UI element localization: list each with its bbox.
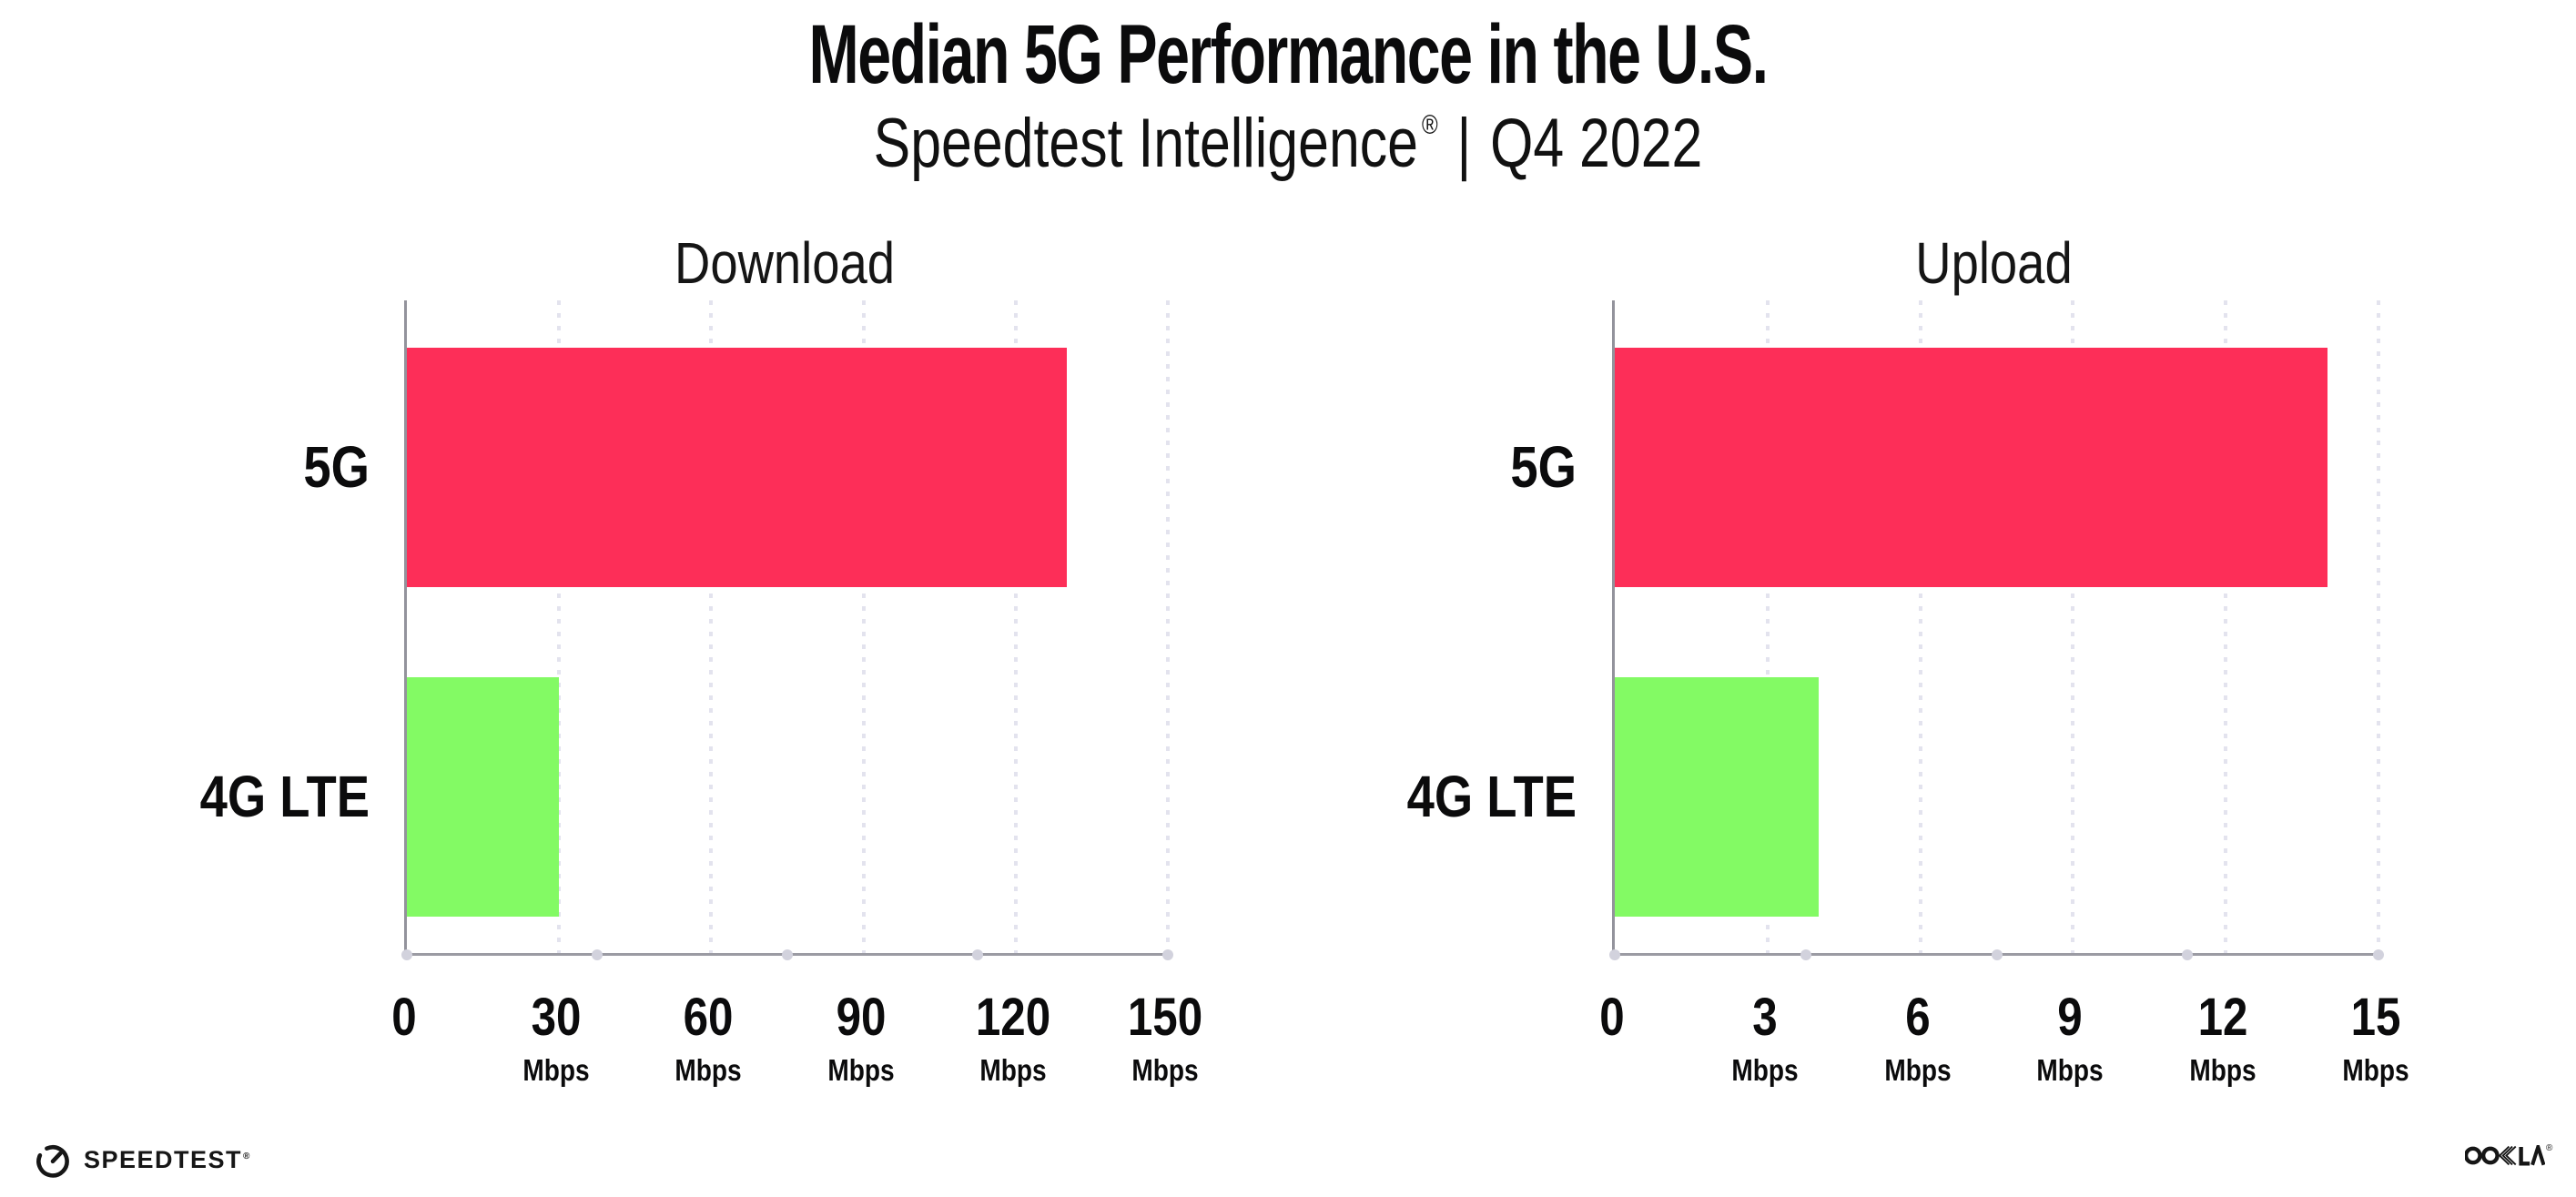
gridline	[1918, 300, 1922, 953]
x-tick: 60 Mbps	[669, 989, 747, 1089]
x-tick: 0	[1597, 989, 1627, 1047]
category-label-4g-lte: 4G LTE	[199, 764, 370, 829]
x-tick: 12 Mbps	[2184, 989, 2262, 1089]
x-tick: 9 Mbps	[2031, 989, 2109, 1089]
page-title: Median 5G Performance in the U.S.	[808, 8, 1769, 101]
x-tick-value: 12	[2197, 988, 2248, 1047]
registered-mark: ®	[243, 1151, 251, 1161]
category-label-5g: 5G	[303, 434, 370, 500]
x-tick: 150 Mbps	[1121, 989, 1210, 1089]
x-tick-unit: Mbps	[522, 1053, 590, 1087]
bar-5g	[1615, 348, 2328, 587]
axis-quarter-dot	[1162, 949, 1173, 960]
gridline	[2071, 300, 2075, 953]
x-tick-unit: Mbps	[2189, 1053, 2257, 1087]
x-tick-unit: Mbps	[674, 1053, 743, 1087]
page-subtitle: Speedtest Intelligence ® | Q4 2022	[258, 102, 2318, 200]
subtitle-period: Q4 2022	[1490, 105, 1703, 182]
x-tick: 0	[390, 989, 419, 1047]
speedtest-wordmark: SPEEDTEST®	[84, 1146, 251, 1174]
x-axis-upload: 0 3 Mbps 6 Mbps 9 Mbps 12 Mbps 15 Mbps	[1599, 989, 2409, 1143]
axis-quarter-dot	[2373, 949, 2384, 960]
x-tick-value: 30	[531, 988, 582, 1047]
category-label-5g: 5G	[1510, 434, 1577, 500]
bar-4g-lte	[1615, 677, 1819, 917]
x-tick: 30 Mbps	[517, 989, 595, 1089]
x-tick-unit: Mbps	[2342, 1053, 2409, 1087]
gridline	[709, 300, 714, 953]
gridline	[1765, 300, 1770, 953]
ookla-logo: ®	[2465, 1143, 2553, 1166]
x-tick: 6 Mbps	[1879, 989, 1957, 1089]
x-tick-unit: Mbps	[1883, 1053, 1952, 1087]
x-tick: 120 Mbps	[969, 989, 1057, 1089]
x-tick-unit: Mbps	[979, 1053, 1047, 1087]
gridline	[2377, 300, 2380, 953]
x-tick-unit: Mbps	[1731, 1053, 1799, 1087]
axis-quarter-dot	[1609, 949, 1620, 960]
x-tick-value: 3	[1752, 988, 1778, 1047]
axis-quarter-dot	[2182, 949, 2194, 960]
gridline	[861, 300, 866, 953]
axis-quarter-dot	[401, 949, 412, 960]
x-tick-value: 6	[1904, 988, 1931, 1047]
x-tick-unit: Mbps	[1131, 1053, 1199, 1087]
axis-quarter-dot	[972, 949, 983, 960]
speedtest-logo: SPEEDTEST®	[33, 1138, 251, 1182]
gridline	[557, 300, 562, 953]
x-axis-download: 0 30 Mbps 60 Mbps 90 Mbps 120 Mbps 150 Mbps	[391, 989, 1202, 1143]
x-tick-value: 120	[975, 988, 1050, 1047]
speedtest-label: SPEEDTEST	[84, 1145, 243, 1173]
axis-quarter-dot	[1800, 949, 1811, 960]
axis-quarter-dot	[1991, 949, 2003, 960]
x-tick-value: 0	[1599, 988, 1625, 1047]
x-tick-value: 0	[391, 988, 417, 1047]
x-tick: 15 Mbps	[2337, 989, 2415, 1089]
x-tick: 90 Mbps	[822, 989, 900, 1089]
x-tick-value: 90	[836, 988, 887, 1047]
x-tick-value: 15	[2350, 988, 2401, 1047]
chart-title-download: Download	[674, 230, 895, 296]
bar-5g	[407, 348, 1067, 587]
gridline	[1166, 300, 1170, 953]
x-tick-value: 150	[1127, 988, 1203, 1047]
plot-area-upload	[1609, 300, 2384, 960]
axis-quarter-dot	[782, 949, 793, 960]
x-tick-unit: Mbps	[2036, 1053, 2104, 1087]
plot-area-download	[401, 300, 1173, 960]
ookla-wordmark-icon	[2465, 1145, 2545, 1166]
gauge-icon	[33, 1140, 73, 1180]
gridline	[1013, 300, 1018, 953]
registered-mark: ®	[1421, 110, 1438, 140]
x-tick-value: 60	[683, 988, 734, 1047]
gridline	[2224, 300, 2228, 953]
registered-mark: ®	[2546, 1143, 2553, 1153]
subtitle-separator: |	[1456, 105, 1472, 182]
bar-4g-lte	[407, 677, 560, 917]
chart-title-upload: Upload	[1915, 230, 2073, 296]
x-tick: 3 Mbps	[1726, 989, 1804, 1089]
axis-quarter-dot	[592, 949, 603, 960]
subtitle-brand: Speedtest Intelligence	[873, 105, 1418, 182]
x-tick-value: 9	[2057, 988, 2084, 1047]
category-label-4g-lte: 4G LTE	[1406, 764, 1577, 829]
x-tick-unit: Mbps	[827, 1053, 895, 1087]
